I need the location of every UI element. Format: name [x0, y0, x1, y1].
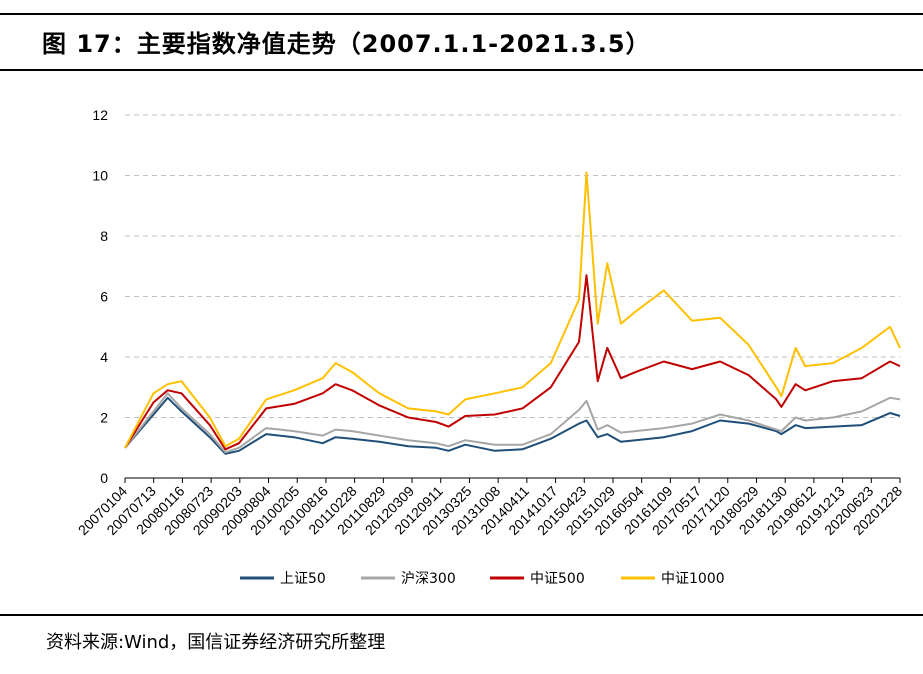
- legend: 上证50 沪深300 中证500 中证1000: [240, 571, 725, 587]
- y-tick-label: 8: [100, 228, 108, 244]
- x-axis: 2007010420070713200801162008072320090203…: [75, 477, 905, 538]
- y-tick-label: 10: [92, 168, 108, 184]
- series-line-2: [124, 274, 901, 451]
- figure-title: 图 17：主要指数净值走势（2007.1.1-2021.3.5）: [42, 30, 651, 58]
- line-chart: 0 2 4 6 8 10 12 200701042007071320080116200807…: [75, 107, 906, 587]
- gridlines: [125, 114, 900, 418]
- legend-label-2: 中证500: [530, 571, 585, 587]
- y-tick-label: 0: [100, 470, 108, 486]
- y-tick-label: 6: [100, 289, 108, 305]
- top-rule: [0, 13, 923, 15]
- y-axis: 0 2 4 6 8 10 12: [92, 107, 108, 486]
- y-tick-label: 12: [92, 107, 108, 123]
- legend-label-0: 上证50: [280, 571, 326, 587]
- series-lines: [124, 171, 901, 455]
- source-rule: [0, 614, 923, 616]
- source-note: 资料来源:Wind，国信证券经济研究所整理: [46, 632, 386, 653]
- legend-label-1: 沪深300: [401, 571, 456, 587]
- series-line-0: [124, 396, 901, 455]
- y-tick-label: 2: [100, 410, 108, 426]
- y-tick-label: 4: [100, 349, 108, 365]
- series-line-3: [124, 171, 901, 449]
- legend-label-3: 中证1000: [661, 571, 725, 587]
- title-underline: [0, 69, 923, 71]
- series-line-1: [124, 392, 901, 454]
